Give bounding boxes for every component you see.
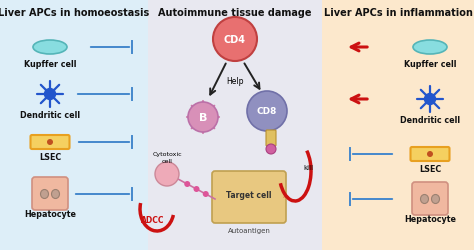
Ellipse shape xyxy=(33,41,67,55)
Ellipse shape xyxy=(420,195,428,204)
Text: CD8: CD8 xyxy=(257,107,277,116)
Circle shape xyxy=(203,191,209,197)
Text: Kupffer cell: Kupffer cell xyxy=(24,60,76,69)
Circle shape xyxy=(188,102,218,132)
Ellipse shape xyxy=(431,195,439,204)
Bar xyxy=(148,0,322,250)
Circle shape xyxy=(427,152,433,157)
Text: B: B xyxy=(199,112,207,122)
Circle shape xyxy=(47,140,53,145)
Text: Autoimmune tissue damage: Autoimmune tissue damage xyxy=(158,8,312,18)
Circle shape xyxy=(193,186,200,192)
Ellipse shape xyxy=(40,190,48,199)
FancyBboxPatch shape xyxy=(412,182,448,215)
Text: Liver APCs in homoeostasis: Liver APCs in homoeostasis xyxy=(0,8,150,18)
Text: Cytotoxic: Cytotoxic xyxy=(152,152,182,157)
Circle shape xyxy=(266,144,276,154)
Circle shape xyxy=(155,162,179,186)
FancyBboxPatch shape xyxy=(212,171,286,223)
Circle shape xyxy=(184,181,190,187)
Text: cell: cell xyxy=(162,159,173,164)
Text: Liver APCs in inflammation: Liver APCs in inflammation xyxy=(324,8,473,18)
Text: Autoantigen: Autoantigen xyxy=(228,227,271,233)
Circle shape xyxy=(247,92,287,132)
Text: Hepatocyte: Hepatocyte xyxy=(24,209,76,218)
Text: Hepatocyte: Hepatocyte xyxy=(404,214,456,223)
FancyBboxPatch shape xyxy=(32,177,68,210)
FancyBboxPatch shape xyxy=(266,130,276,146)
Bar xyxy=(0,0,148,250)
Text: ADCC: ADCC xyxy=(141,215,165,224)
Text: Dendritic cell: Dendritic cell xyxy=(400,116,460,124)
Text: Kupffer cell: Kupffer cell xyxy=(404,60,456,69)
Bar xyxy=(322,0,474,250)
Circle shape xyxy=(425,94,436,105)
Circle shape xyxy=(45,89,55,100)
Text: LSEC: LSEC xyxy=(39,152,61,161)
Ellipse shape xyxy=(413,41,447,55)
Text: LSEC: LSEC xyxy=(419,164,441,173)
Text: kill: kill xyxy=(303,164,313,170)
Text: CD4: CD4 xyxy=(224,35,246,45)
Ellipse shape xyxy=(52,190,60,199)
Circle shape xyxy=(213,18,257,62)
Text: Target cell: Target cell xyxy=(226,191,272,200)
Text: Help: Help xyxy=(226,77,244,86)
Text: Dendritic cell: Dendritic cell xyxy=(20,110,80,120)
FancyBboxPatch shape xyxy=(410,148,449,161)
FancyBboxPatch shape xyxy=(30,136,70,149)
